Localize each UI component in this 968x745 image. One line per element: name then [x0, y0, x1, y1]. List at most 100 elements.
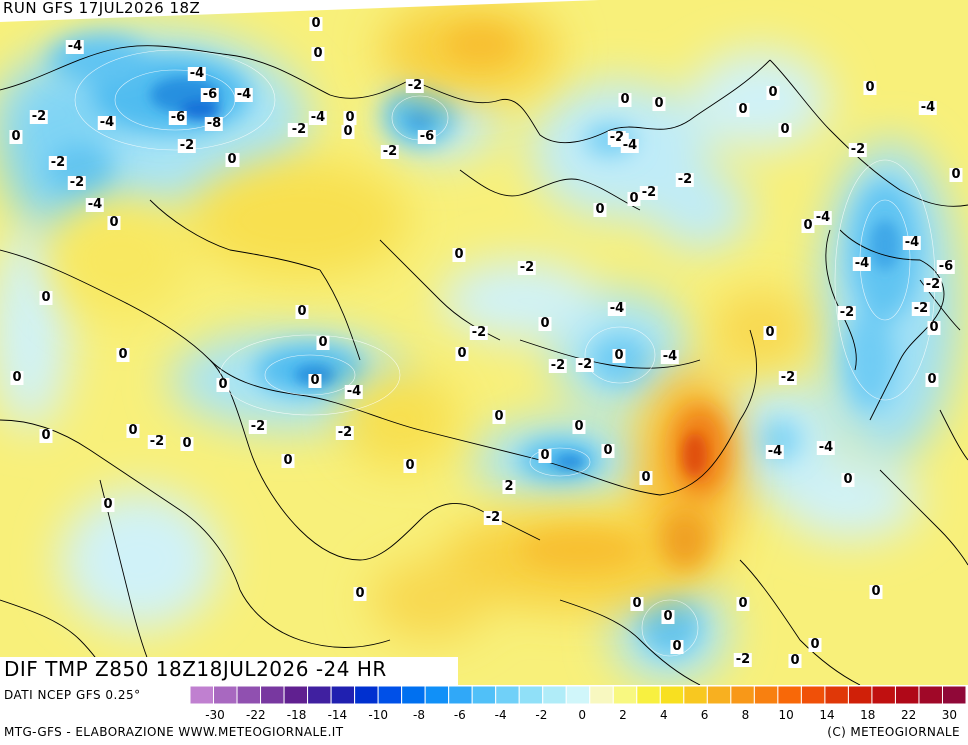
contour-value-label: -4 — [765, 444, 785, 459]
contour-value-label: 0 — [670, 639, 684, 654]
contour-value-label: 0 — [538, 448, 552, 463]
contour-value-label: 0 — [308, 373, 322, 388]
contour-value-label: 0 — [612, 348, 626, 363]
contour-value-label: 0 — [949, 167, 963, 182]
product-title-box — [0, 657, 458, 685]
contour-value-label: 0 — [216, 377, 230, 392]
contour-value-label: 0 — [107, 215, 121, 230]
data-source-label: DATI NCEP GFS 0.25° — [4, 688, 141, 702]
contour-value-label: -4 — [187, 66, 207, 81]
legend-tick-label: 18 — [860, 708, 875, 722]
contour-value-label: 0 — [39, 428, 53, 443]
legend-color-swatch — [542, 685, 567, 705]
contour-value-label: -2 — [778, 370, 798, 385]
legend-color-swatch — [847, 685, 873, 705]
contour-value-label: 0 — [126, 423, 140, 438]
footer-copyright: (C) METEOGIORNALE — [827, 725, 960, 739]
contour-value-label: 0 — [180, 436, 194, 451]
contour-value-label: -2 — [517, 260, 537, 275]
legend-color-swatch — [354, 685, 379, 705]
legend-tick-label: -8 — [413, 708, 425, 722]
cool-anomaly-cores — [50, 35, 920, 655]
legend-color-swatch — [213, 685, 238, 705]
legend-color-swatch — [941, 685, 967, 705]
legend-color-swatch — [777, 685, 802, 705]
contour-value-label: -2 — [248, 419, 268, 434]
contour-value-label: -4 — [85, 197, 105, 212]
contour-value-label: 0 — [661, 609, 675, 624]
contour-value-label: 0 — [736, 102, 750, 117]
product-title: DIF TMP Z850 18Z18JUL2026 -24 HR — [4, 657, 387, 681]
contour-value-label: -2 — [147, 434, 167, 449]
contour-value-label: -2 — [67, 175, 87, 190]
legend-tick-label: -22 — [246, 708, 266, 722]
contour-value-label: -8 — [204, 116, 224, 131]
contour-value-label: -6 — [200, 87, 220, 102]
contour-value-label: -2 — [289, 122, 309, 137]
contour-value-label: -2 — [733, 652, 753, 667]
map-frame-mask — [0, 0, 968, 22]
contour-value-label: -2 — [923, 277, 943, 292]
legend-tick-label: 22 — [901, 708, 916, 722]
contour-value-label: -2 — [469, 325, 489, 340]
contour-value-label: 0 — [343, 110, 357, 125]
cold-anomaly-cores — [150, 77, 900, 470]
legend-color-swatch — [424, 685, 450, 705]
legend-tick-label: 14 — [819, 708, 834, 722]
legend-color-swatch — [401, 685, 426, 705]
contour-value-label: 0 — [452, 247, 466, 262]
contour-value-label: 0 — [455, 346, 469, 361]
contour-value-label: -4 — [97, 115, 117, 130]
legend-color-swatch — [495, 685, 520, 705]
contour-value-label: 0 — [736, 596, 750, 611]
contour-value-label: 0 — [116, 347, 130, 362]
color-scale-legend: -30 -22 -18 -14 -10 -8 -6 -4 -2 0 2 4 6 8 10 14 18 22 30 — [189, 685, 967, 722]
legend-tick-label: 8 — [742, 708, 750, 722]
legend-tick-label: 0 — [578, 708, 586, 722]
contour-value-label: -2 — [29, 109, 49, 124]
legend-tick-label: 2 — [619, 708, 627, 722]
contour-value-label: -4 — [816, 440, 836, 455]
run-title: RUN GFS 17JUL2026 18Z — [3, 0, 201, 17]
contour-value-label: -4 — [813, 210, 833, 225]
legend-color-swatch — [330, 685, 356, 705]
legend-tick-label: -30 — [205, 708, 225, 722]
contour-value-label: 0 — [10, 370, 24, 385]
contour-value-label: -2 — [837, 305, 857, 320]
legend-tick-label: -18 — [287, 708, 307, 722]
legend-color-swatch — [824, 685, 849, 705]
contour-value-label: -2 — [405, 78, 425, 93]
legend-color-swatch — [283, 685, 309, 705]
legend-tick-label: -10 — [368, 708, 388, 722]
contour-value-label: -4 — [620, 138, 640, 153]
contour-value-label: 0 — [627, 191, 641, 206]
contour-value-label: 0 — [652, 96, 666, 111]
contour-value-label: -6 — [168, 110, 188, 125]
legend-color-swatch — [612, 685, 638, 705]
contour-value-label: 0 — [538, 316, 552, 331]
legend-tick-label: -6 — [454, 708, 466, 722]
contour-value-label: -4 — [660, 349, 680, 364]
legend-color-swatch — [730, 685, 755, 705]
contour-value-label: -2 — [335, 425, 355, 440]
legend-color-swatch — [683, 685, 708, 705]
contour-value-label: 0 — [353, 586, 367, 601]
contour-value-label: -4 — [852, 256, 872, 271]
legend-color-swatch — [659, 685, 685, 705]
contour-value-label: -4 — [902, 235, 922, 250]
contour-value-label: -2 — [177, 138, 197, 153]
legend-color-swatch — [753, 685, 779, 705]
contour-value-label: -4 — [308, 110, 328, 125]
footer-credit: MTG-GFS - ELABORAZIONE WWW.METEOGIORNALE… — [4, 725, 344, 739]
contour-value-label: -6 — [417, 129, 437, 144]
contour-value-label: 0 — [801, 218, 815, 233]
legend-tick-label: -4 — [495, 708, 507, 722]
contour-value-label: 0 — [788, 653, 802, 668]
contour-value-label: 0 — [766, 85, 780, 100]
legend-color-swatch — [307, 685, 332, 705]
contour-value-label: 0 — [309, 16, 323, 31]
legend-color-swatch — [236, 685, 262, 705]
legend-color-swatch — [706, 685, 732, 705]
contour-value-label: 0 — [869, 584, 883, 599]
